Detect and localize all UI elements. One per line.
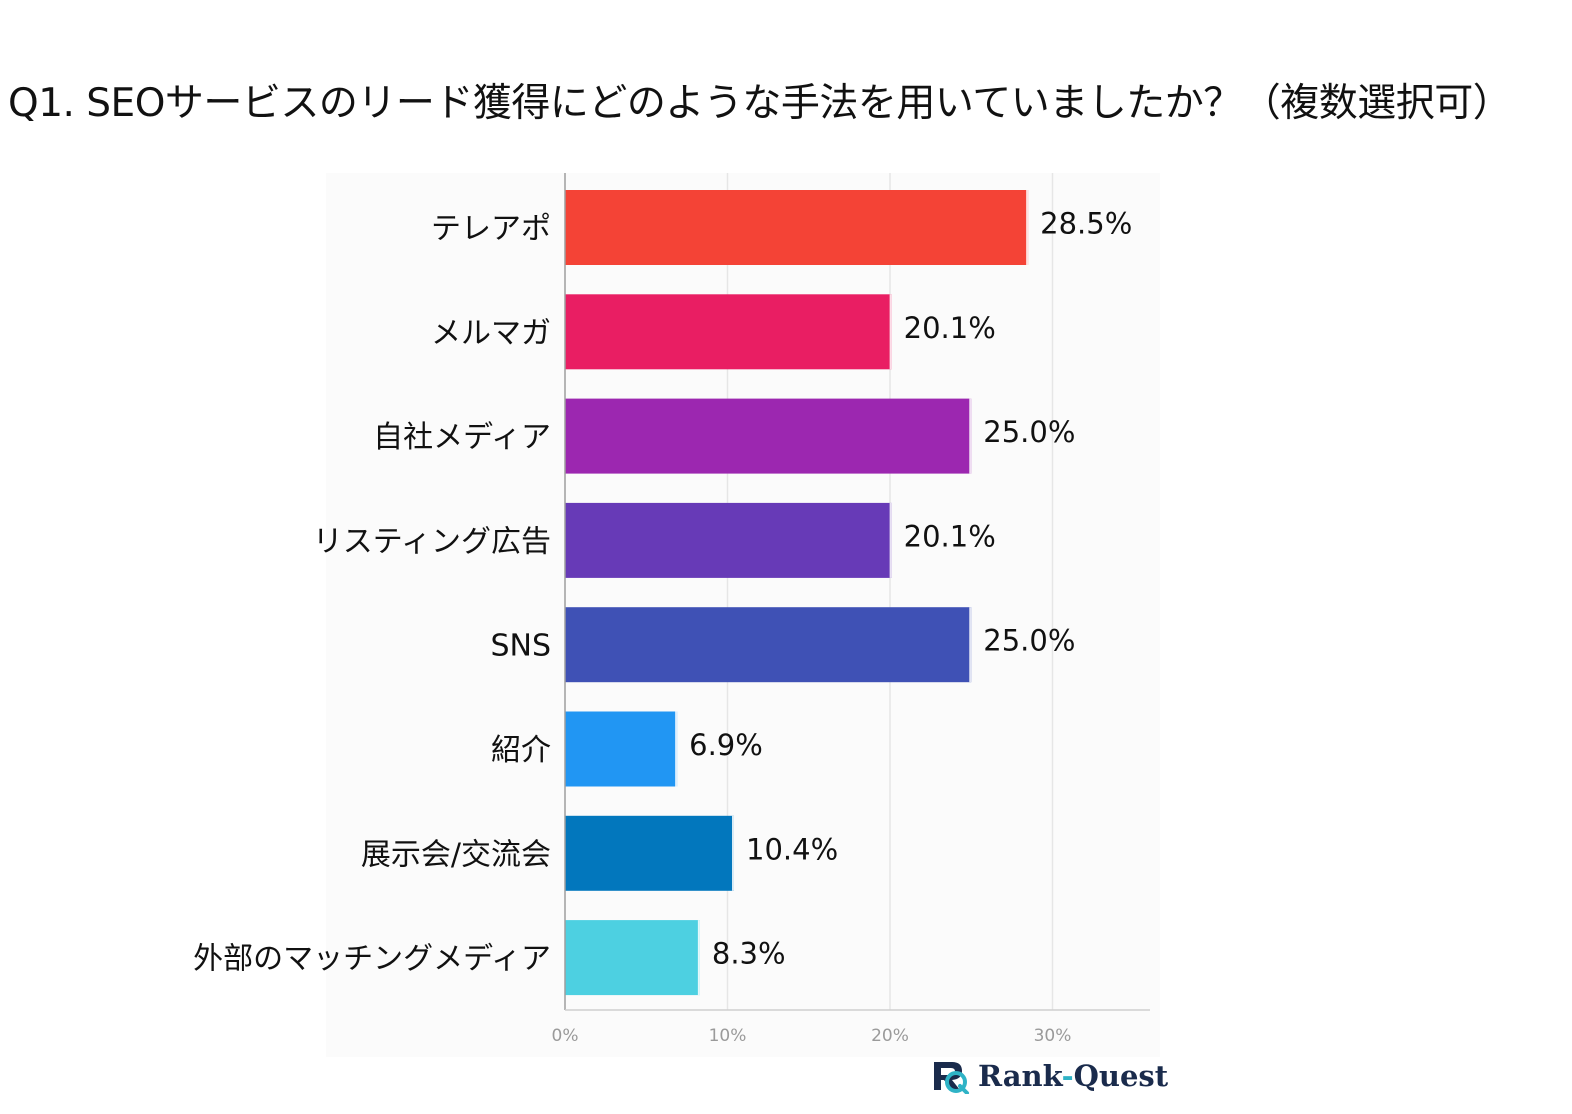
bars bbox=[565, 190, 1029, 996]
bar bbox=[565, 920, 700, 996]
bar-edge bbox=[697, 920, 700, 996]
brand-logo: Rank-Quest bbox=[930, 1058, 1168, 1094]
bar-edge bbox=[1026, 190, 1029, 265]
x-tick-label: 0% bbox=[552, 1026, 579, 1046]
x-tick-label: 10% bbox=[709, 1026, 747, 1046]
bar bbox=[565, 607, 972, 683]
category-label: メルマガ bbox=[431, 316, 551, 351]
bar-edge bbox=[969, 398, 972, 474]
brand-name: Rank-Quest bbox=[978, 1059, 1169, 1093]
labels: 0% 10% 20% 30% テレアポ 28.5% メルマガ 20.1% 自社メディア 25.0%… bbox=[193, 207, 1132, 1047]
value-label: 25.0% bbox=[983, 624, 1075, 658]
x-tick-label: 20% bbox=[871, 1026, 909, 1046]
category-label: 自社メディア bbox=[373, 420, 551, 455]
value-label: 25.0% bbox=[983, 415, 1075, 449]
category-label: 外部のマッチングメディア bbox=[193, 942, 551, 977]
bar-edge bbox=[732, 815, 734, 891]
bar-edge bbox=[969, 607, 972, 683]
chart-title: Q1. SEOサービスのリード獲得にどのような手法を用いていましたか？（複数選択… bbox=[8, 81, 1512, 126]
value-label: 10.4% bbox=[746, 832, 838, 866]
category-label: SNS bbox=[490, 629, 551, 664]
bar bbox=[565, 815, 734, 891]
value-label: 8.3% bbox=[712, 937, 786, 971]
value-label: 28.5% bbox=[1040, 207, 1132, 241]
bar bbox=[565, 294, 892, 370]
bar-edge bbox=[889, 294, 892, 370]
axes bbox=[564, 173, 1150, 1011]
bar bbox=[565, 190, 1029, 265]
category-label: 展示会/交流会 bbox=[361, 837, 551, 872]
category-label: リスティング広告 bbox=[313, 524, 551, 559]
bar bbox=[565, 398, 972, 474]
x-tick-label: 30% bbox=[1034, 1026, 1072, 1046]
category-label: 紹介 bbox=[491, 733, 551, 768]
bar bbox=[565, 502, 892, 578]
bar-edge bbox=[889, 502, 892, 578]
value-label: 20.1% bbox=[904, 311, 996, 345]
category-label: テレアポ bbox=[431, 212, 551, 247]
bar bbox=[565, 711, 678, 787]
rank-quest-logo-icon bbox=[934, 1062, 969, 1094]
bar-edge bbox=[675, 711, 678, 787]
value-label: 6.9% bbox=[689, 728, 763, 762]
value-label: 20.1% bbox=[904, 519, 996, 553]
